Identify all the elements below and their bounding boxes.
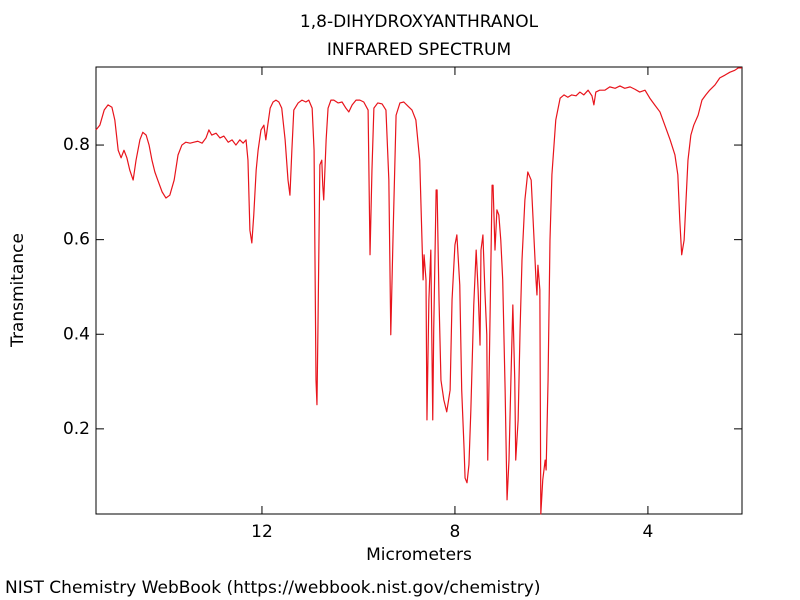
spectrum-line [95,67,742,515]
chart-title: 1,8-DIHYDROXYANTHRANOL [300,12,539,32]
y-axis-label: Transmitance [8,233,28,348]
x-tick-label: 4 [643,522,654,542]
x-axis-label: Micrometers [366,545,472,565]
chart-subtitle: INFRARED SPECTRUM [327,40,511,60]
x-tick-label: 8 [450,522,461,542]
y-tick-label: 0.8 [63,135,90,155]
y-tick-label: 0.6 [63,230,90,250]
footer: NIST Chemistry WebBook (https://webbook.… [5,578,540,598]
y-tick-label: 0.2 [63,419,90,439]
plot-frame [95,66,743,515]
x-tick-label: 12 [251,522,273,542]
y-tick-label: 0.4 [63,324,90,344]
